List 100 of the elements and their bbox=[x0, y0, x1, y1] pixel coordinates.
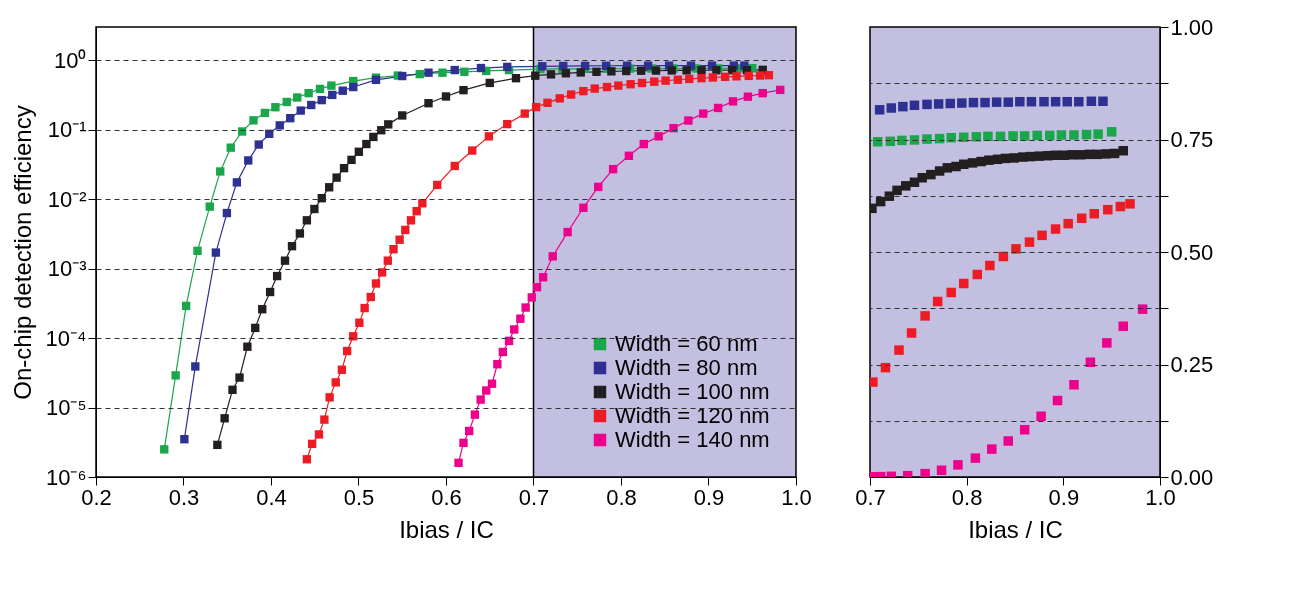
point bbox=[1036, 411, 1046, 421]
point bbox=[395, 235, 404, 244]
point bbox=[398, 71, 407, 81]
y-axis-title: On-chip detection efficiency bbox=[8, 105, 36, 400]
y-tick-label: 10⁻⁵ bbox=[45, 395, 87, 421]
point bbox=[307, 439, 317, 449]
point bbox=[983, 131, 993, 142]
point bbox=[894, 345, 904, 355]
point bbox=[942, 163, 953, 173]
point bbox=[521, 303, 530, 312]
point bbox=[576, 68, 585, 77]
y-tick-label: 10⁰ bbox=[54, 47, 87, 73]
point bbox=[226, 143, 235, 152]
point bbox=[566, 90, 576, 99]
point bbox=[412, 207, 421, 216]
point bbox=[498, 347, 508, 357]
point bbox=[608, 164, 618, 174]
point bbox=[244, 156, 253, 165]
point bbox=[555, 94, 564, 103]
point bbox=[1103, 204, 1113, 215]
legend-label: Width = 60 nm bbox=[615, 331, 758, 356]
point bbox=[1045, 130, 1055, 141]
point bbox=[594, 182, 603, 192]
point bbox=[377, 268, 387, 277]
point bbox=[476, 63, 486, 73]
point bbox=[669, 123, 678, 133]
point bbox=[362, 139, 371, 149]
point bbox=[310, 204, 319, 214]
point bbox=[360, 303, 369, 313]
y-tick-label: 10⁻¹ bbox=[47, 117, 87, 143]
x-tick-label: 0.3 bbox=[168, 484, 200, 510]
point bbox=[933, 99, 944, 109]
point bbox=[307, 100, 316, 110]
point bbox=[438, 68, 447, 77]
point bbox=[984, 155, 994, 165]
x-tick-label: 0.4 bbox=[256, 484, 287, 510]
point bbox=[926, 169, 936, 180]
x-tick-label: 0.9 bbox=[1048, 484, 1080, 510]
point bbox=[349, 82, 358, 92]
y-tick-label: 0.50 bbox=[1170, 239, 1214, 265]
point bbox=[325, 393, 334, 402]
point bbox=[459, 85, 468, 95]
point bbox=[1063, 218, 1073, 229]
point bbox=[328, 90, 337, 100]
point bbox=[302, 216, 312, 225]
point bbox=[251, 323, 260, 333]
point bbox=[959, 278, 969, 289]
point bbox=[222, 208, 232, 218]
y-tick-label: 0.75 bbox=[1170, 127, 1214, 152]
point bbox=[354, 147, 364, 156]
point bbox=[510, 325, 519, 334]
point bbox=[959, 159, 969, 169]
point bbox=[484, 132, 494, 141]
point bbox=[592, 67, 601, 76]
point bbox=[920, 468, 930, 477]
point bbox=[470, 410, 480, 419]
point bbox=[265, 287, 275, 297]
point bbox=[383, 256, 392, 265]
point bbox=[369, 132, 378, 142]
point bbox=[424, 68, 433, 77]
point bbox=[325, 183, 334, 192]
point bbox=[1067, 150, 1077, 160]
point bbox=[538, 273, 548, 282]
point bbox=[561, 69, 571, 78]
point bbox=[936, 465, 947, 475]
point bbox=[720, 72, 730, 82]
point bbox=[415, 69, 424, 79]
point bbox=[1125, 199, 1135, 209]
point bbox=[485, 78, 494, 88]
point bbox=[1102, 338, 1112, 348]
point bbox=[272, 271, 282, 281]
point bbox=[450, 65, 459, 75]
point bbox=[302, 455, 312, 464]
point bbox=[1003, 97, 1013, 107]
point bbox=[743, 92, 753, 101]
point bbox=[922, 99, 932, 110]
point bbox=[450, 161, 459, 171]
point bbox=[758, 88, 767, 98]
point bbox=[744, 71, 753, 81]
point bbox=[987, 444, 997, 454]
point bbox=[1008, 131, 1018, 141]
point bbox=[331, 378, 340, 387]
point bbox=[1032, 130, 1042, 141]
point bbox=[1050, 224, 1061, 234]
point bbox=[235, 373, 244, 382]
point bbox=[237, 127, 247, 136]
point bbox=[1009, 153, 1019, 163]
point bbox=[287, 242, 297, 251]
point bbox=[1115, 201, 1126, 212]
point bbox=[755, 71, 765, 80]
point bbox=[460, 67, 469, 76]
point bbox=[454, 458, 463, 467]
point bbox=[1003, 436, 1013, 446]
point bbox=[708, 73, 718, 82]
point bbox=[520, 109, 529, 118]
point bbox=[1026, 96, 1037, 107]
point bbox=[171, 371, 180, 380]
point bbox=[637, 78, 647, 88]
point bbox=[398, 111, 407, 120]
point bbox=[286, 114, 295, 123]
